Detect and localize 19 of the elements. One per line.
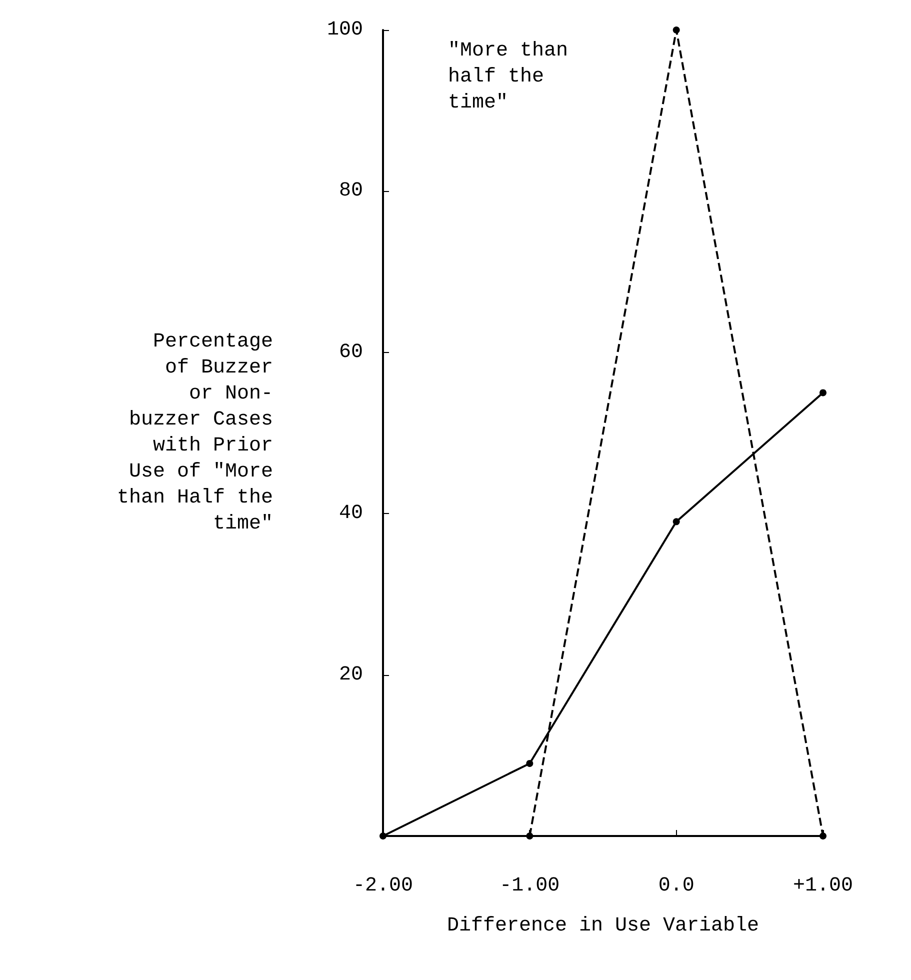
x-tick-label: -2.00 <box>352 874 414 898</box>
annotation: "More than half the time" <box>448 40 568 114</box>
x-tick-label: -1.00 <box>500 874 560 898</box>
y-tick-label: 80 <box>338 180 363 203</box>
y-axis-title: Percentage of Buzzer or Non- buzzer Cases with Prior Use of "More than Half the time" <box>116 330 273 536</box>
y-tick-label: 100 <box>326 18 363 42</box>
point <box>820 389 826 396</box>
point <box>820 832 826 840</box>
x-tick-label: 0.0 <box>658 874 694 898</box>
point <box>672 518 680 526</box>
point <box>526 760 534 767</box>
y-tick-label: 40 <box>338 502 363 526</box>
y-tick-label: 20 <box>338 663 363 686</box>
point <box>380 832 386 840</box>
point <box>672 26 680 34</box>
y-tick-label: 60 <box>338 340 363 364</box>
point <box>526 832 534 840</box>
x-axis-title: Difference in Use Variable <box>446 914 760 938</box>
x-tick-label: +1.00 <box>792 874 854 898</box>
